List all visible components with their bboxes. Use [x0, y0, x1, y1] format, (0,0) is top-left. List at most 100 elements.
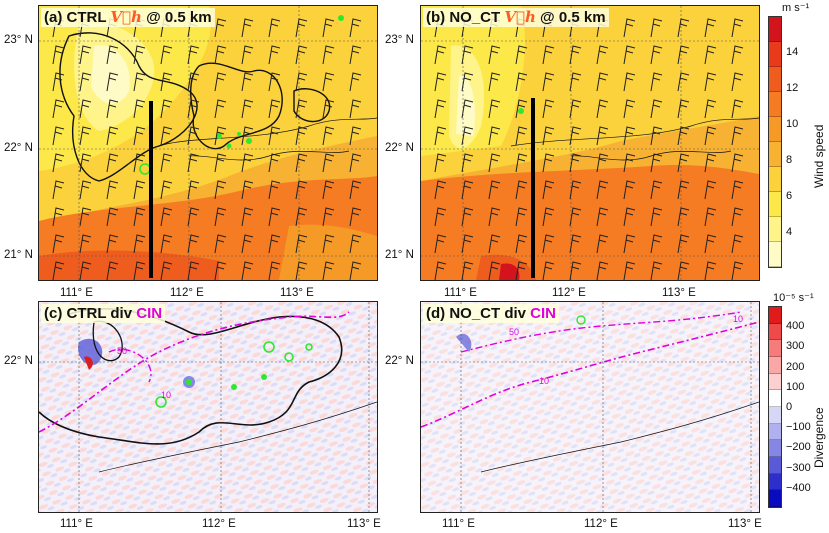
panel-d-title: (d) NO_CT div CIN [423, 304, 560, 323]
wind-barb [295, 126, 308, 146]
wind-barb [596, 261, 609, 280]
wind-barb [133, 180, 146, 200]
wind-barb [542, 261, 555, 280]
wind-barb [461, 99, 474, 119]
wind-barb [623, 45, 636, 65]
wind-barb [295, 153, 308, 173]
wind-barb [322, 72, 335, 92]
colorbar-bottom-swatch [769, 373, 781, 391]
wind-barb [461, 180, 474, 200]
wind-barb [214, 126, 227, 146]
wind-barb [268, 45, 281, 65]
colorbar-top-tick-label: 10 [786, 118, 799, 130]
colorbar-top-title: Wind speed [812, 124, 826, 188]
colorbar-bottom-swatch [769, 323, 781, 341]
wind-barb [515, 180, 528, 200]
wind-barb [569, 153, 582, 173]
wind-barb [79, 72, 92, 92]
wind-barb [542, 180, 555, 200]
wind-barb [160, 45, 173, 65]
cin-label-d-10a: 10 [539, 376, 549, 386]
colorbar-bottom-tick-label: 100 [786, 380, 805, 393]
wind-barb [542, 126, 555, 146]
divergence-map-d: 50 10 10 [421, 302, 759, 512]
wind-barb [295, 18, 308, 38]
wind-barb [133, 234, 146, 254]
wind-barb [349, 261, 362, 280]
cin-label-c-10: 10 [161, 390, 171, 400]
wind-barb [650, 261, 663, 280]
wind-barb [434, 261, 447, 280]
colorbar-top-swatch [769, 42, 781, 67]
lon-label-b-112: 112° E [552, 287, 586, 299]
wind-barb [52, 126, 65, 146]
colorbar-top-swatch [769, 242, 781, 267]
wind-barb [295, 45, 308, 65]
wind-barb [214, 18, 227, 38]
colorbar-bottom-tick-label: 0 [786, 401, 793, 413]
colorbar-bottom-tick-label: −400 [786, 481, 811, 494]
wind-barb [623, 234, 636, 254]
wind-barb [241, 153, 254, 173]
wind-barb [79, 180, 92, 200]
wind-barb [295, 234, 308, 254]
wind-barb [322, 126, 335, 146]
wind-barb [596, 99, 609, 119]
colorbar-bottom-swatch [769, 423, 781, 441]
wind-barb [322, 234, 335, 254]
wind-barb [295, 180, 308, 200]
wind-barb [187, 180, 200, 200]
wind-barb [704, 153, 717, 173]
wind-barb [731, 99, 744, 119]
wind-barb [349, 72, 362, 92]
wind-barb [650, 207, 663, 227]
wind-barb [623, 261, 636, 280]
lon-label-c-113: 113° E [347, 518, 381, 530]
colorbar-bottom-swatch [769, 440, 781, 457]
panel-a-title: (a) CTRL V⃗h @ 0.5 km [41, 8, 215, 27]
wind-barb [268, 234, 281, 254]
wind-barb [677, 207, 690, 227]
wind-barb [731, 261, 744, 280]
wind-barb [241, 234, 254, 254]
wind-barb [187, 207, 200, 227]
colorbar-bottom-tick-label: −300 [786, 461, 811, 474]
wind-barb [160, 234, 173, 254]
wind-barb [187, 153, 200, 173]
lat-label-a-23: 23° N [4, 34, 33, 46]
wind-barb [623, 99, 636, 119]
colorbar-top-tick-label: 14 [786, 46, 799, 58]
wind-speed-map-a [39, 6, 377, 280]
wind-barb [731, 207, 744, 227]
wind-barb [542, 153, 555, 173]
colorbar-bottom-title: Divergence [812, 407, 826, 468]
wind-barb [731, 45, 744, 65]
wind-barb [322, 153, 335, 173]
wind-barb [349, 153, 362, 173]
lat-label-d-22: 22° N [385, 355, 414, 367]
colorbar-bottom [768, 306, 782, 508]
wind-barb [349, 234, 362, 254]
cin-label-c-50: 50 [117, 346, 127, 356]
wind-barb [214, 99, 227, 119]
lon-label-b-113: 113° E [662, 287, 696, 299]
wind-barb [569, 207, 582, 227]
wind-barb [650, 72, 663, 92]
wind-barb [623, 153, 636, 173]
wind-barb [133, 207, 146, 227]
wind-barb [542, 99, 555, 119]
lat-label-b-21: 21° N [385, 249, 414, 261]
wind-barb [160, 99, 173, 119]
wind-barb [133, 99, 146, 119]
colorbar-bottom-swatch [769, 456, 781, 474]
wind-barb [106, 180, 119, 200]
wind-barb [488, 234, 501, 254]
wind-barb [214, 153, 227, 173]
wind-barb [52, 234, 65, 254]
wind-barb [322, 180, 335, 200]
lat-label-c-22: 22° N [4, 355, 33, 367]
wind-barb [542, 234, 555, 254]
panel-c-title: (c) CTRL div CIN [41, 304, 166, 323]
wind-barb [704, 126, 717, 146]
colorbar-bottom-swatch [769, 307, 781, 324]
